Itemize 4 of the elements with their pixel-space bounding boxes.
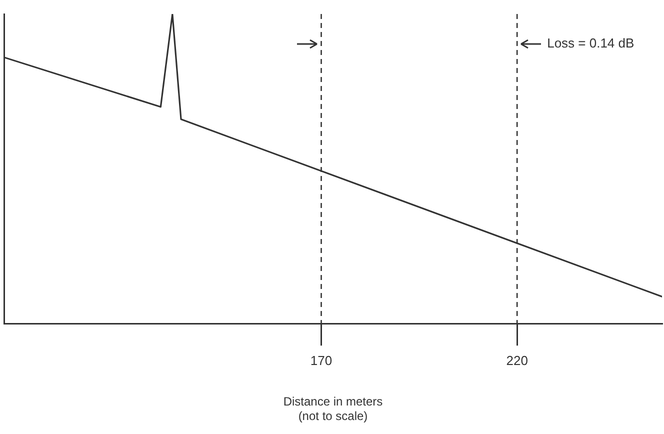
x-tick-label: 170	[310, 352, 332, 368]
annotation: Loss = 0.14 dB	[547, 36, 634, 51]
x-tick-label: 220	[506, 352, 528, 368]
x-axis-title: Distance in meters (not to scale)	[283, 394, 383, 424]
